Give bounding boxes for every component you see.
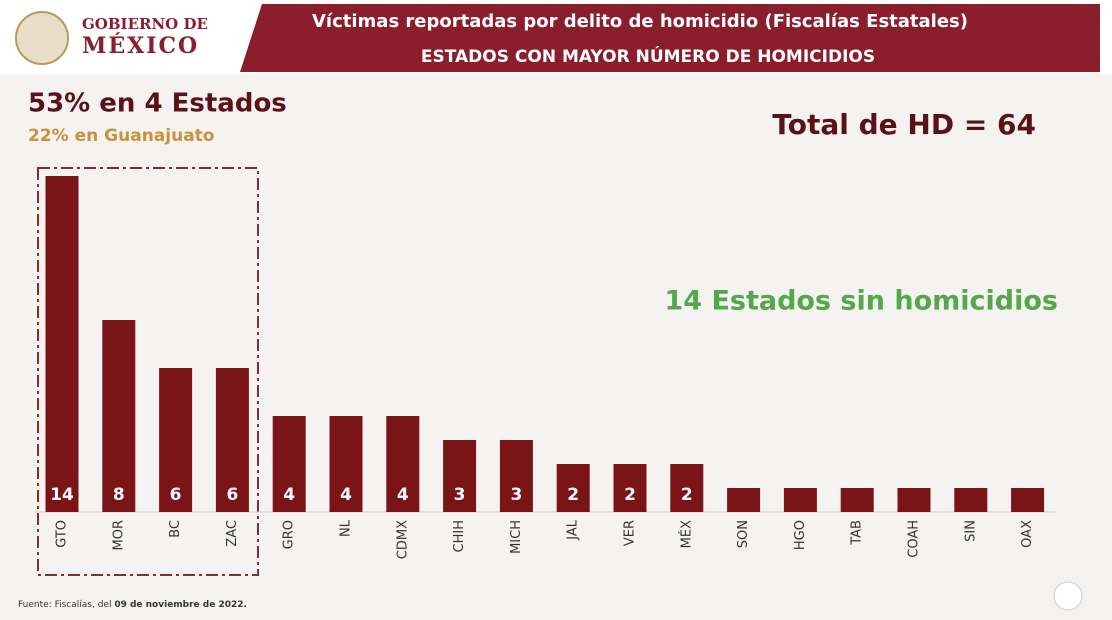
annotation: 53% en 4 Estados [28, 89, 287, 119]
x-tick-label: TAB [850, 520, 865, 546]
x-tick-label: BC [168, 520, 183, 538]
x-tick-label: MOR [111, 520, 126, 550]
bar [386, 416, 420, 512]
header-band [240, 4, 1100, 72]
value-label: 6 [226, 485, 238, 505]
value-label: 2 [624, 485, 636, 505]
x-tick-label: JAL [566, 519, 581, 540]
x-tick-label: NL [339, 519, 354, 537]
bar [159, 368, 193, 512]
bar [329, 416, 363, 512]
value-label: 4 [283, 485, 295, 505]
bar [783, 488, 817, 512]
x-tick-label: VER [623, 520, 638, 546]
bar [840, 488, 874, 512]
value-label: 2 [681, 485, 693, 505]
bar [1011, 488, 1045, 512]
annotation: Total de HD = 64 [772, 108, 1036, 141]
x-tick-label: MÉX [678, 520, 694, 548]
header-line1: GOBIERNO DE [82, 15, 208, 33]
bar [272, 416, 306, 512]
x-tick-label: CHIH [452, 520, 467, 552]
x-tick-label: HGO [793, 520, 808, 550]
x-tick-label: GRO [282, 520, 297, 549]
corner-logo [1053, 581, 1083, 611]
annotation: 14 Estados sin homicidios [664, 286, 1058, 317]
x-tick-label: OAX [1020, 520, 1035, 548]
bar [727, 488, 761, 512]
bar [499, 440, 533, 512]
bar [897, 488, 931, 512]
x-tick-label: GTO [55, 520, 70, 548]
value-label: 6 [170, 485, 182, 505]
value-label: 8 [113, 485, 125, 505]
bar [443, 440, 477, 512]
bar [102, 320, 136, 512]
value-label: 3 [510, 485, 522, 505]
chart-subtitle: ESTADOS CON MAYOR NÚMERO DE HOMICIDIOS [421, 45, 875, 67]
x-tick-label: ZAC [225, 520, 240, 547]
x-tick-label: SON [736, 520, 751, 548]
bar [45, 176, 79, 512]
highlight-box [37, 167, 259, 576]
value-label: 14 [50, 485, 74, 505]
bar [613, 464, 647, 512]
bar [954, 488, 988, 512]
annotation: 22% en Guanajuato [28, 126, 214, 146]
bar [670, 464, 704, 512]
x-tick-label: SIN [963, 520, 978, 542]
value-label: 2 [567, 485, 579, 505]
logo [15, 11, 69, 65]
bar [215, 368, 249, 512]
bar [556, 464, 590, 512]
source-date: 09 de noviembre de 2022. [114, 600, 247, 610]
chart-title: Víctimas reportadas por delito de homici… [312, 11, 968, 32]
x-tick-label: CDMX [395, 520, 410, 559]
source-text: Fuente: Fiscalías, del [18, 600, 114, 610]
header-line2: MÉXICO [82, 32, 199, 59]
value-label: 4 [340, 485, 352, 505]
x-tick-label: MICH [509, 520, 524, 554]
x-tick-label: COAH [907, 520, 922, 558]
source: Fuente: Fiscalías, del 09 de noviembre d… [18, 600, 247, 610]
value-label: 4 [397, 485, 409, 505]
value-label: 3 [454, 485, 466, 505]
